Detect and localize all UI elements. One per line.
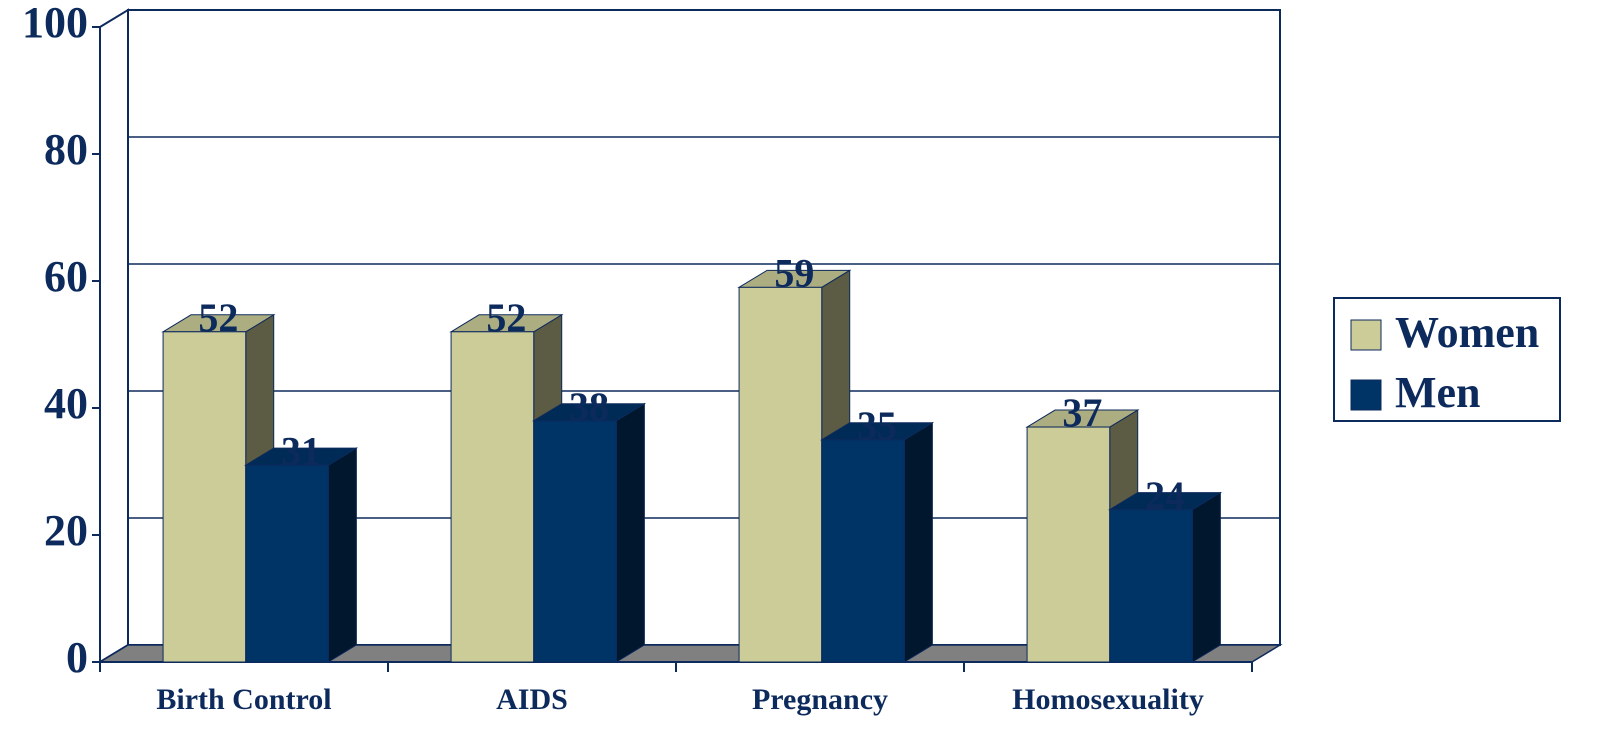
- x-tick-label: Birth Control: [156, 683, 331, 716]
- bar-side: [903, 421, 933, 663]
- y-tick-label: 80: [44, 125, 88, 174]
- data-label: 52: [198, 295, 238, 340]
- side-wall: [99, 8, 129, 664]
- bar: [1026, 426, 1111, 663]
- y-tick-label: 60: [44, 252, 88, 301]
- legend-swatch: [1350, 319, 1382, 351]
- bar: [450, 331, 535, 663]
- bar-side: [1191, 491, 1221, 663]
- bar: [245, 464, 329, 663]
- y-tick-label: 20: [44, 506, 88, 555]
- y-tick-label: 0: [66, 633, 88, 682]
- data-label: 52: [486, 295, 526, 340]
- bar: [533, 420, 617, 663]
- y-tick-label: 40: [44, 379, 88, 428]
- data-label: 59: [774, 251, 814, 296]
- x-tick-label: Pregnancy: [752, 683, 888, 716]
- legend-label: Women: [1395, 308, 1539, 357]
- bar: [1109, 509, 1193, 663]
- x-tick-label: AIDS: [496, 683, 568, 716]
- legend-label: Men: [1395, 368, 1481, 417]
- data-label: 35: [857, 403, 897, 448]
- legend-swatch: [1350, 379, 1382, 411]
- x-tick-label: Homosexuality: [1012, 683, 1204, 716]
- data-label: 37: [1062, 390, 1102, 435]
- data-label: 38: [569, 384, 609, 429]
- bar-side: [327, 447, 357, 663]
- y-tick-label: 100: [22, 0, 88, 47]
- bar: [738, 286, 823, 663]
- bar: [821, 439, 905, 663]
- bar-side: [615, 402, 645, 663]
- bar: [162, 331, 247, 663]
- data-label: 24: [1145, 473, 1185, 518]
- data-label: 31: [281, 428, 321, 473]
